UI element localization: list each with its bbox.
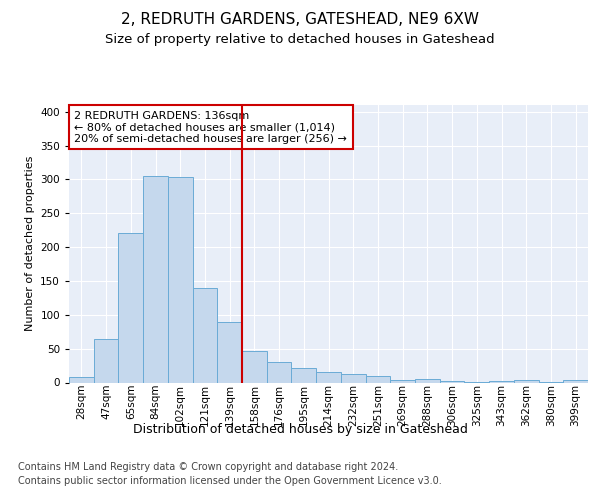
Text: 2, REDRUTH GARDENS, GATESHEAD, NE9 6XW: 2, REDRUTH GARDENS, GATESHEAD, NE9 6XW — [121, 12, 479, 28]
Bar — [267, 362, 292, 382]
Bar — [143, 176, 168, 382]
Bar — [316, 372, 341, 382]
Y-axis label: Number of detached properties: Number of detached properties — [25, 156, 35, 332]
Bar — [415, 379, 440, 382]
Text: Size of property relative to detached houses in Gateshead: Size of property relative to detached ho… — [105, 32, 495, 46]
Text: 2 REDRUTH GARDENS: 136sqm
← 80% of detached houses are smaller (1,014)
20% of se: 2 REDRUTH GARDENS: 136sqm ← 80% of detac… — [74, 110, 347, 144]
Bar — [563, 380, 588, 382]
Text: Contains HM Land Registry data © Crown copyright and database right 2024.: Contains HM Land Registry data © Crown c… — [18, 462, 398, 472]
Bar — [168, 178, 193, 382]
Bar — [341, 374, 365, 382]
Text: Distribution of detached houses by size in Gateshead: Distribution of detached houses by size … — [133, 422, 467, 436]
Bar — [242, 352, 267, 382]
Bar — [69, 377, 94, 382]
Bar — [440, 381, 464, 382]
Bar — [292, 368, 316, 382]
Bar — [118, 233, 143, 382]
Bar — [365, 376, 390, 382]
Bar — [217, 322, 242, 382]
Bar — [514, 380, 539, 382]
Bar — [193, 288, 217, 382]
Text: Contains public sector information licensed under the Open Government Licence v3: Contains public sector information licen… — [18, 476, 442, 486]
Bar — [94, 339, 118, 382]
Bar — [489, 381, 514, 382]
Bar — [390, 380, 415, 382]
